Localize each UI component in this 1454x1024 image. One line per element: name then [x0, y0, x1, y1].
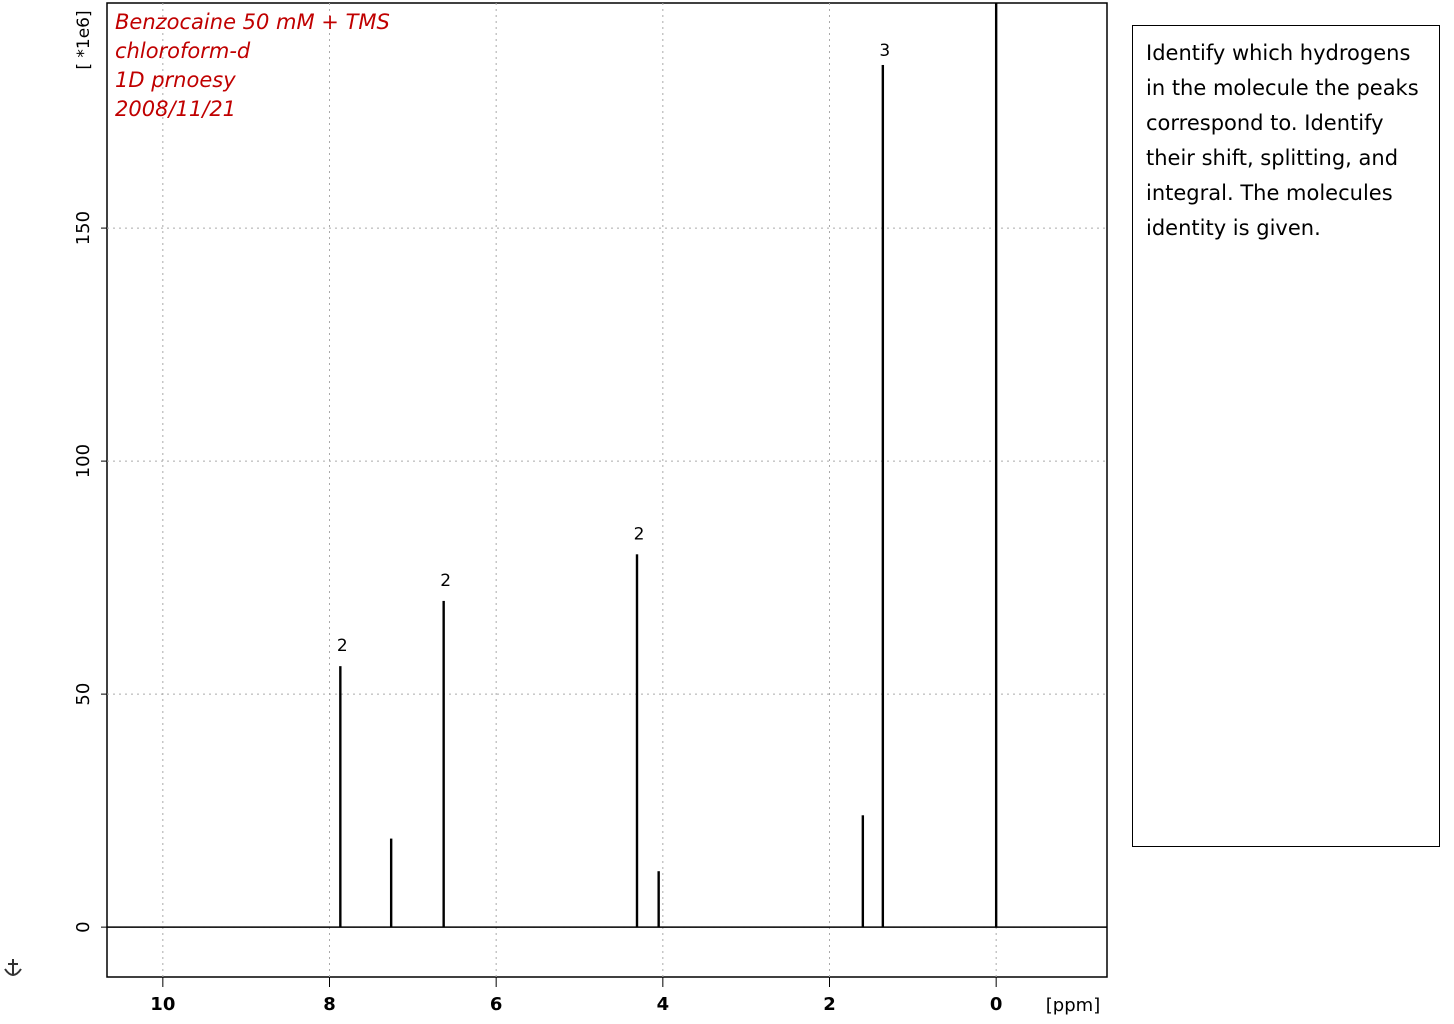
y-axis-label: [ *1e6] [74, 10, 94, 69]
x-tick-label: 0 [990, 994, 1003, 1015]
peak [861, 815, 865, 928]
y-tick-label: 50 [73, 683, 94, 706]
y-tick-label: 150 [73, 211, 94, 245]
x-axis-label: [ppm] [1046, 995, 1100, 1016]
chart: [ *1e6] [ppm] 0 50 100 150 10 8 6 4 2 0 Benzocaine… [4, 2, 1108, 1016]
x-tick-label: 6 [490, 994, 503, 1015]
x-tick-label: 2 [823, 994, 836, 1015]
integral-label: 2 [337, 636, 348, 656]
peak [339, 666, 342, 928]
instruction-box: Identify which hydrogens in the molecule… [1132, 25, 1440, 847]
x-tick-label: 4 [657, 994, 670, 1015]
peaks [339, 3, 998, 928]
spectrum-annotation: chloroform-d [115, 39, 251, 63]
x-tick-label: 10 [150, 994, 175, 1015]
integral-label: 2 [634, 524, 645, 544]
spectrum-annotation: 1D prnoesy [115, 68, 236, 92]
y-tick-label: 100 [73, 444, 94, 478]
y-tick-label: 0 [73, 921, 94, 932]
peak [657, 871, 660, 928]
spectrum-annotation: Benzocaine 50 mM + TMS [115, 10, 390, 34]
spectrum-annotation: 2008/11/21 [115, 97, 236, 121]
peak [635, 554, 639, 928]
peak [994, 3, 998, 928]
integral-label: 3 [879, 41, 890, 61]
peak [881, 64, 885, 928]
peak [442, 600, 445, 928]
plot-frame [106, 2, 1108, 978]
anchor-icon [4, 959, 22, 976]
peak [389, 838, 393, 928]
integral-label: 2 [440, 571, 451, 591]
x-tick-label: 8 [323, 994, 336, 1015]
